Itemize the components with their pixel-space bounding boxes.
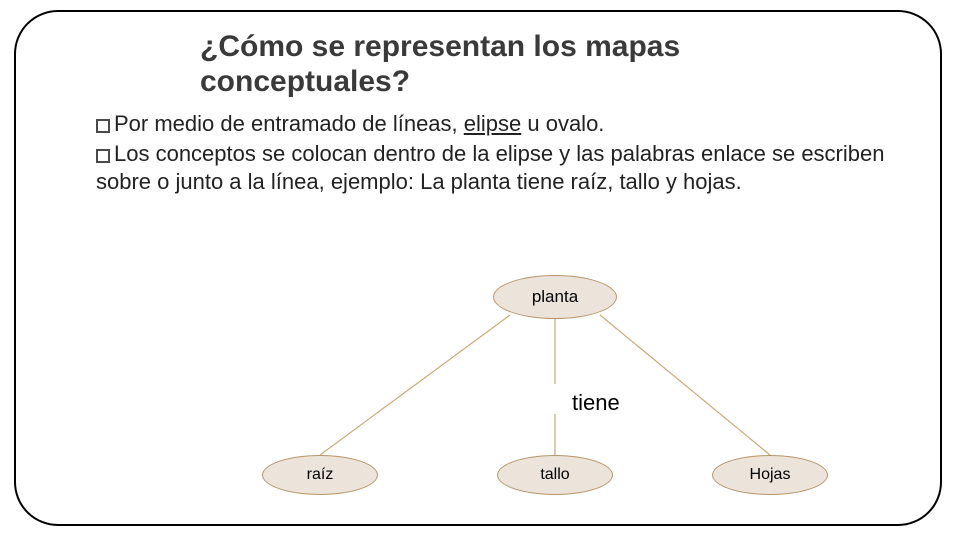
node-tallo: tallo: [497, 455, 613, 495]
node-raiz: raíz: [262, 455, 378, 495]
bullet-box-icon: [96, 149, 110, 163]
node-label: planta: [532, 287, 578, 307]
bullet-1-underlined: elipse: [464, 111, 521, 136]
bullet-2: Los conceptos se colocan dentro de la el…: [96, 140, 916, 196]
bullet-box-icon: [96, 119, 110, 133]
node-label: raíz: [307, 466, 334, 484]
bullet-1-post: u ovalo.: [521, 111, 604, 136]
node-label: Hojas: [750, 466, 791, 484]
bullet-1: Por medio de entramado de líneas, elipse…: [96, 110, 906, 138]
link-word-tiene: tiene: [572, 390, 620, 416]
node-label: tallo: [540, 466, 569, 484]
node-planta: planta: [493, 275, 617, 319]
node-hojas: Hojas: [712, 455, 828, 495]
bullet-1-pre: Por medio de entramado de líneas,: [114, 111, 464, 136]
bullet-2-text: Los conceptos se colocan dentro de la el…: [96, 141, 884, 194]
slide-title: ¿Cómo se representan los mapas conceptua…: [200, 30, 820, 99]
